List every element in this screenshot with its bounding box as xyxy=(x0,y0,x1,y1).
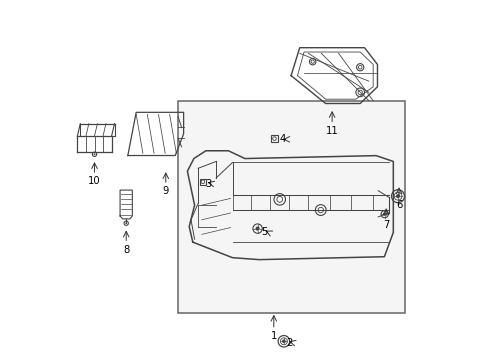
Text: 6: 6 xyxy=(396,200,402,210)
Circle shape xyxy=(125,222,127,224)
Bar xyxy=(199,179,206,185)
Circle shape xyxy=(94,153,96,155)
Text: 10: 10 xyxy=(88,176,101,186)
Circle shape xyxy=(383,212,386,216)
Circle shape xyxy=(255,226,260,231)
Text: 11: 11 xyxy=(326,126,339,136)
Text: 5: 5 xyxy=(261,227,268,237)
Circle shape xyxy=(397,195,399,198)
Text: 7: 7 xyxy=(383,220,390,230)
Text: 2: 2 xyxy=(286,338,293,348)
Text: 1: 1 xyxy=(270,331,277,341)
Text: 3: 3 xyxy=(205,179,211,189)
Bar xyxy=(178,101,405,313)
Text: 9: 9 xyxy=(163,186,169,197)
Circle shape xyxy=(283,340,285,342)
Bar xyxy=(271,135,278,142)
Text: 4: 4 xyxy=(279,134,285,144)
Text: 8: 8 xyxy=(123,245,129,255)
